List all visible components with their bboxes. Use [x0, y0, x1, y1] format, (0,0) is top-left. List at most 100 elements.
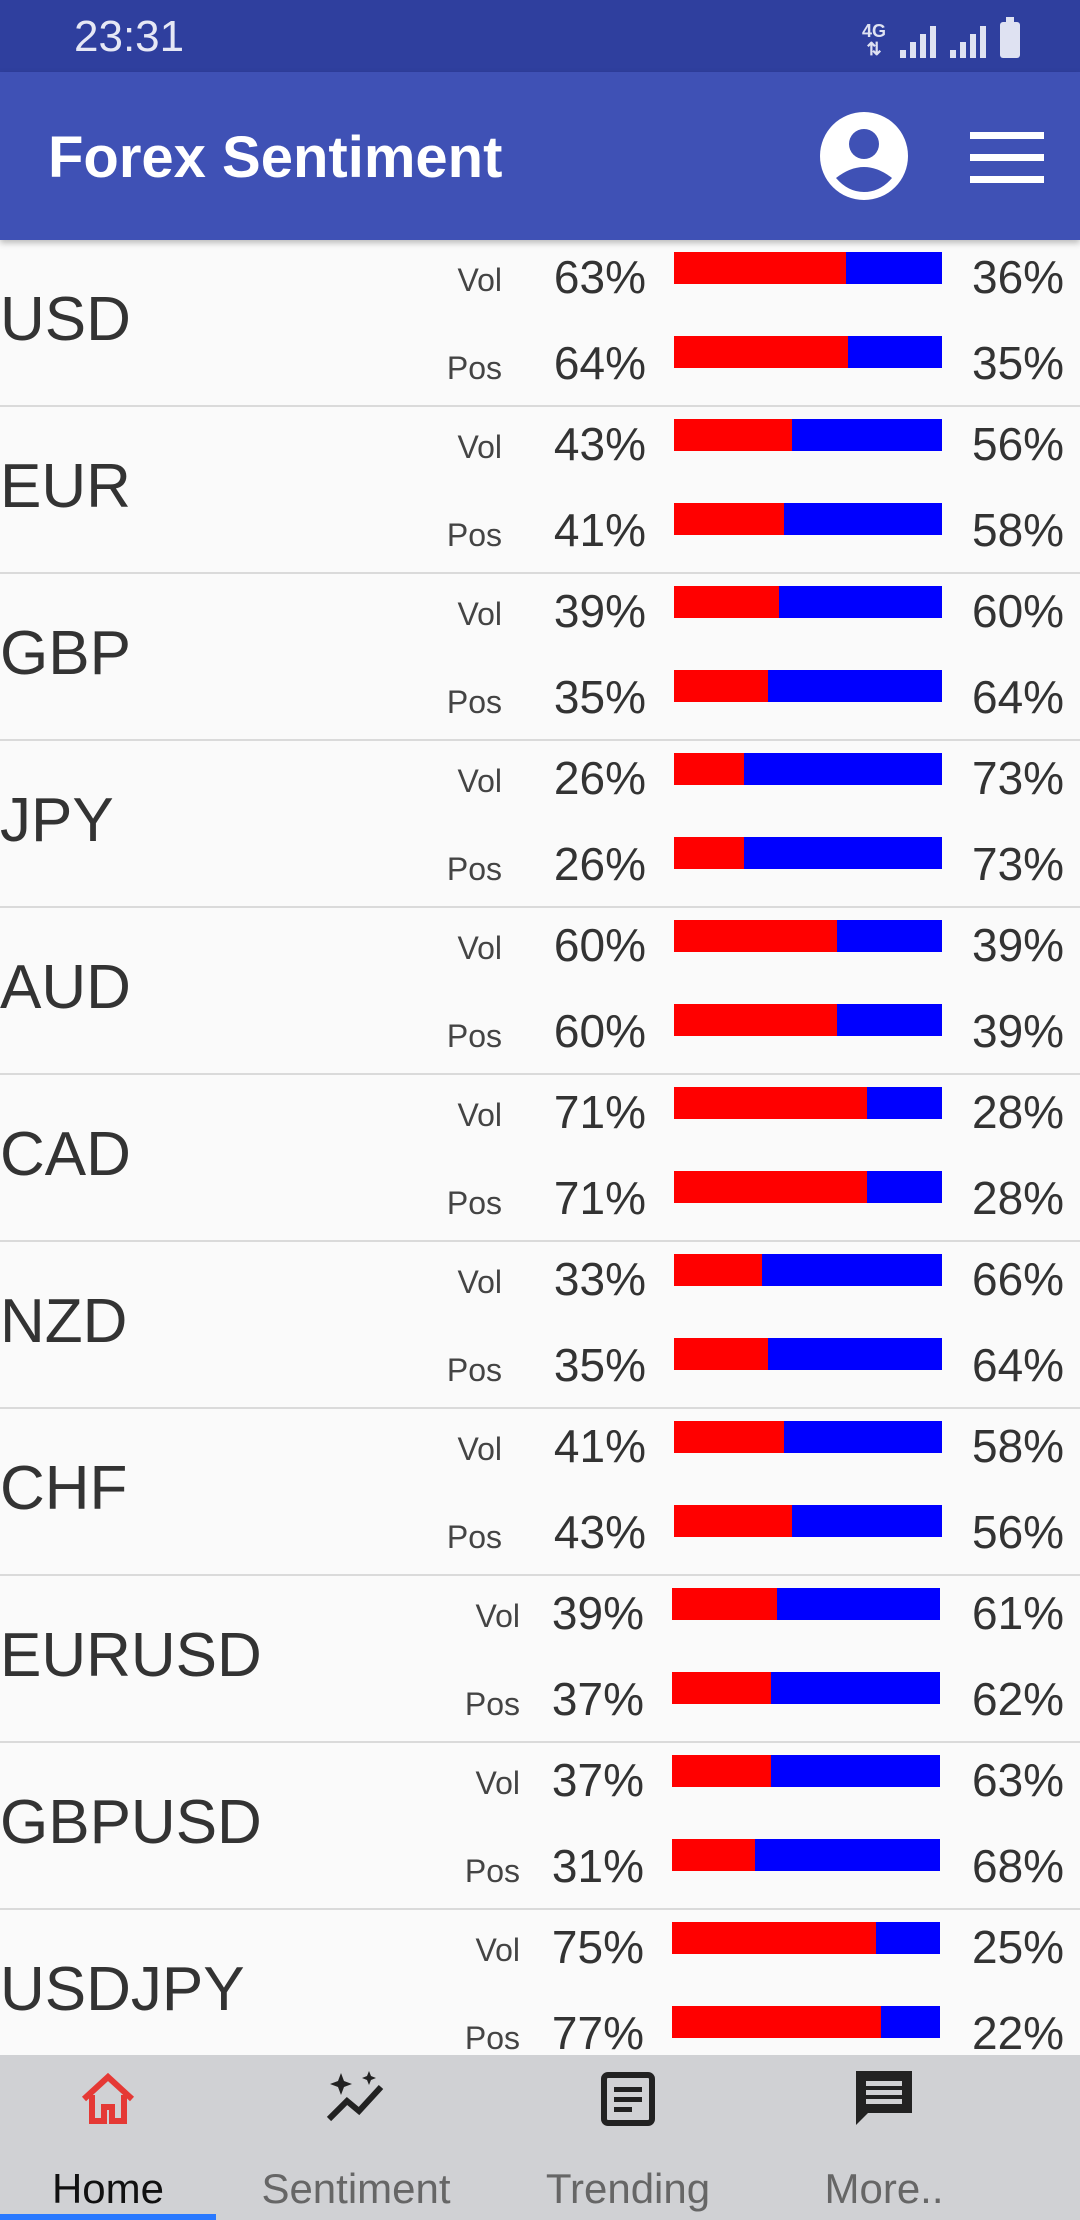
pos-short-percent: 35% [553, 671, 646, 723]
pos-ratio-bar [672, 2006, 940, 2038]
pos-label: Pos [446, 684, 502, 720]
pos-short-percent: 77% [551, 2007, 644, 2055]
vol-short-percent: 71% [553, 1086, 646, 1138]
vol-short-fill [674, 1421, 784, 1453]
vol-short-fill [674, 1254, 763, 1286]
pos-ratio-bar [674, 1505, 942, 1537]
status-icons: 4G ⇅ [862, 14, 1020, 58]
pos-short-fill [672, 1839, 756, 1871]
vol-long-percent: 61% [972, 1587, 1065, 1639]
sentiment-row[interactable]: USD Vol 63% 36% Pos 64% 35% [0, 240, 1080, 407]
vol-short-percent: 33% [553, 1253, 646, 1305]
currency-pair: USD [0, 285, 131, 354]
currency-pair: EUR [0, 452, 131, 521]
sentiment-list[interactable]: USD Vol 63% 36% Pos 64% 35% EUR Vol 43% … [0, 240, 1080, 2055]
pos-short-fill [674, 1171, 867, 1203]
vol-short-fill [674, 920, 838, 952]
vol-short-fill [674, 753, 744, 785]
vol-short-fill [672, 1588, 777, 1620]
pos-short-fill [674, 670, 768, 702]
vol-ratio-bar [672, 1755, 940, 1787]
vol-label: Vol [457, 1097, 502, 1133]
vol-short-percent: 39% [551, 1587, 644, 1639]
account-icon[interactable] [818, 110, 910, 202]
vol-label: Vol [457, 1264, 502, 1300]
sentiment-row[interactable]: JPY Vol 26% 73% Pos 26% 73% [0, 741, 1080, 908]
tab-home[interactable]: Home [0, 2055, 216, 2220]
pos-short-fill [674, 336, 849, 368]
sentiment-row[interactable]: EUR Vol 43% 56% Pos 41% 58% [0, 407, 1080, 574]
tab-sentiment-label: Sentiment [261, 2165, 451, 2212]
pos-long-percent: 39% [972, 1005, 1065, 1057]
vol-label: Vol [475, 1598, 520, 1634]
vol-long-percent: 60% [972, 585, 1065, 637]
vol-long-percent: 36% [972, 251, 1065, 303]
pos-long-percent: 56% [972, 1506, 1065, 1558]
sentiment-row[interactable]: USDJPY Vol 75% 25% Pos 77% 22% [0, 1910, 1080, 2055]
pos-ratio-bar [674, 837, 942, 869]
vol-short-percent: 63% [553, 251, 646, 303]
pos-short-percent: 60% [553, 1005, 646, 1057]
sentiment-row[interactable]: AUD Vol 60% 39% Pos 60% 39% [0, 908, 1080, 1075]
pos-label: Pos [446, 1519, 502, 1555]
pos-label: Pos [446, 1352, 502, 1388]
vol-label: Vol [475, 1932, 520, 1968]
active-tab-indicator [0, 2214, 216, 2220]
pos-short-percent: 37% [551, 1673, 644, 1725]
sentiment-row[interactable]: EURUSD Vol 39% 61% Pos 37% 62% [0, 1576, 1080, 1743]
vol-label: Vol [457, 763, 502, 799]
pos-short-fill [674, 503, 784, 535]
pos-ratio-bar [674, 503, 942, 535]
pos-short-fill [674, 837, 744, 869]
menu-icon[interactable] [966, 128, 1048, 188]
vol-long-percent: 28% [972, 1086, 1065, 1138]
vol-label: Vol [457, 930, 502, 966]
vol-ratio-bar [674, 1087, 942, 1119]
pos-ratio-bar [672, 1839, 940, 1871]
sentiment-row[interactable]: CHF Vol 41% 58% Pos 43% 56% [0, 1409, 1080, 1576]
vol-short-percent: 37% [551, 1754, 644, 1806]
sparkle-chart-icon [326, 2071, 384, 2122]
vol-ratio-bar [674, 586, 942, 618]
vol-ratio-bar [672, 1922, 940, 1954]
vol-label: Vol [457, 596, 502, 632]
pos-ratio-bar [674, 1338, 942, 1370]
pos-label: Pos [446, 1185, 502, 1221]
tab-trending[interactable]: Trending [496, 2055, 760, 2220]
sentiment-row[interactable]: CAD Vol 71% 28% Pos 71% 28% [0, 1075, 1080, 1242]
pos-short-percent: 41% [553, 504, 646, 556]
pos-short-fill [672, 2006, 882, 2038]
vol-long-percent: 73% [972, 752, 1065, 804]
vol-short-percent: 75% [551, 1921, 644, 1973]
currency-pair: JPY [0, 786, 114, 855]
vol-ratio-bar [674, 1421, 942, 1453]
network-type-icon: 4G ⇅ [861, 21, 886, 59]
sentiment-row[interactable]: GBP Vol 39% 60% Pos 35% 64% [0, 574, 1080, 741]
tab-sentiment[interactable]: Sentiment [216, 2055, 496, 2220]
status-bar: 23:31 4G ⇅ [0, 0, 1080, 72]
pos-long-percent: 64% [972, 671, 1065, 723]
sentiment-row[interactable]: NZD Vol 33% 66% Pos 35% 64% [0, 1242, 1080, 1409]
tab-more[interactable]: More.. [760, 2055, 1008, 2220]
currency-pair: GBP [0, 619, 131, 688]
currency-pair: CHF [0, 1454, 128, 1523]
vol-short-fill [674, 1087, 867, 1119]
vol-label: Vol [475, 1765, 520, 1801]
pos-label: Pos [464, 1853, 520, 1889]
vol-short-percent: 60% [553, 919, 646, 971]
pos-ratio-bar [674, 1004, 942, 1036]
pos-long-percent: 62% [972, 1673, 1065, 1725]
vol-short-percent: 43% [553, 418, 646, 470]
tab-more-label: More.. [824, 2165, 944, 2212]
sentiment-row[interactable]: GBPUSD Vol 37% 63% Pos 31% 68% [0, 1743, 1080, 1910]
app-title: Forex Sentiment [48, 125, 503, 190]
pos-long-percent: 35% [972, 337, 1065, 389]
vol-ratio-bar [674, 920, 942, 952]
pos-short-percent: 64% [553, 337, 646, 389]
pos-short-percent: 26% [553, 838, 646, 890]
vol-long-percent: 25% [972, 1921, 1065, 1973]
article-icon [601, 2072, 655, 2126]
message-icon [856, 2071, 912, 2125]
pos-short-fill [674, 1004, 838, 1036]
pos-long-percent: 28% [972, 1172, 1065, 1224]
